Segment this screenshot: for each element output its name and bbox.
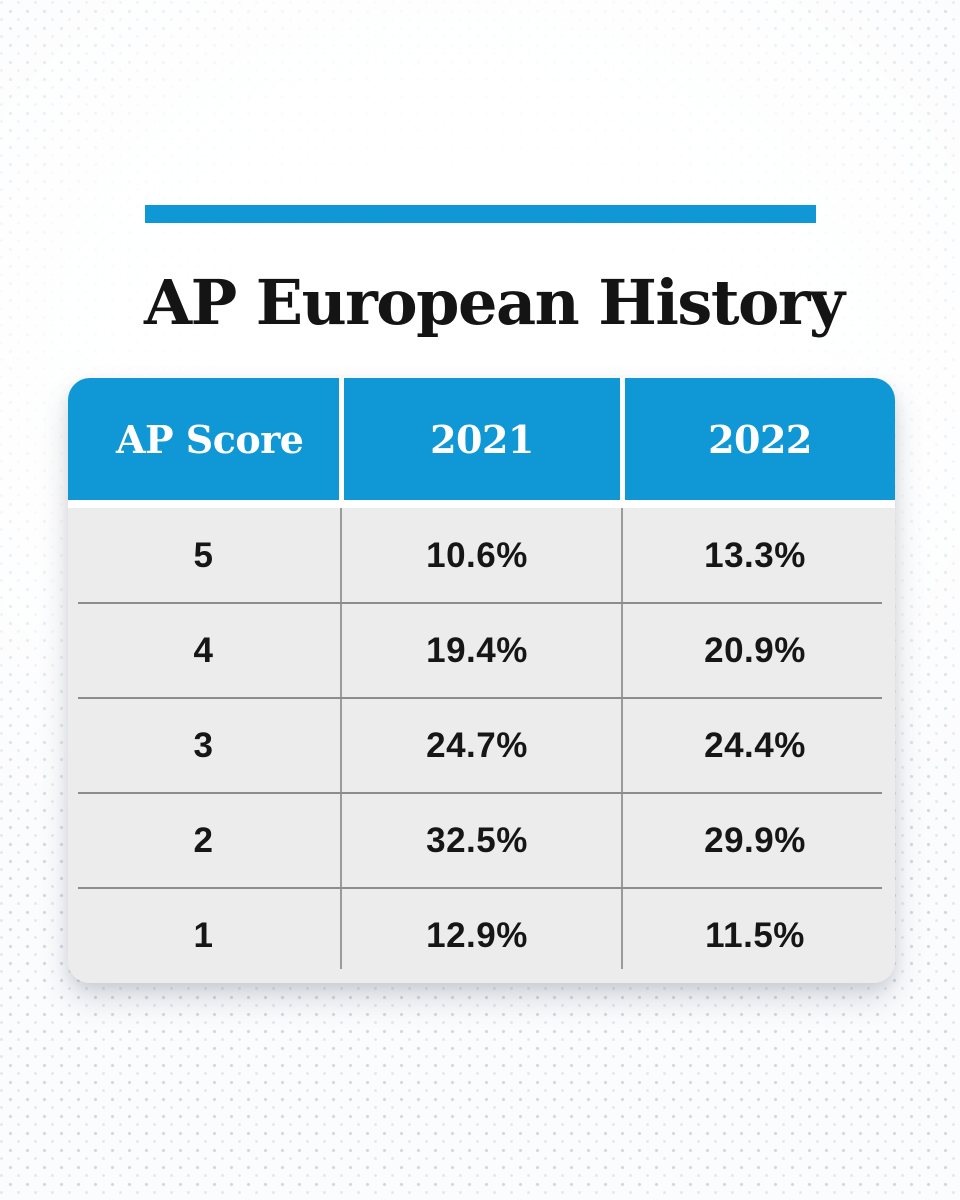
value-cell-2022: 11.5% [705, 915, 805, 955]
row-divider [78, 697, 882, 699]
column-divider [340, 508, 342, 969]
score-cell: 4 [193, 630, 214, 670]
value-cell-2021: 10.6% [426, 535, 528, 575]
table-row: 4 19.4% 20.9% [68, 603, 895, 698]
score-cell: 5 [193, 535, 214, 575]
header-cell-2021: 2021 [344, 378, 620, 500]
value-cell-2022: 13.3% [704, 535, 806, 575]
score-table: AP Score 2021 2022 5 10.6% 13.3% 4 19.4%… [68, 378, 895, 983]
value-cell-2021: 24.7% [426, 725, 528, 765]
header-cell-ap-score: AP Score [68, 378, 339, 500]
table-row: 5 10.6% 13.3% [68, 508, 895, 603]
table-row: 1 12.9% 11.5% [68, 888, 895, 983]
header-body-gap [68, 500, 895, 508]
table-header-row: AP Score 2021 2022 [68, 378, 895, 500]
score-cell: 3 [193, 725, 214, 765]
value-cell-2021: 32.5% [426, 820, 528, 860]
score-cell: 1 [193, 915, 214, 955]
page-title: AP European History [144, 265, 845, 339]
value-cell-2022: 20.9% [704, 630, 806, 670]
table-row: 3 24.7% 24.4% [68, 698, 895, 793]
row-divider [78, 887, 882, 889]
table-row: 2 32.5% 29.9% [68, 793, 895, 888]
row-divider [78, 792, 882, 794]
header-cell-2022: 2022 [625, 378, 895, 500]
value-cell-2021: 19.4% [426, 630, 528, 670]
value-cell-2021: 12.9% [426, 915, 528, 955]
score-cell: 2 [193, 820, 214, 860]
title-accent-bar [145, 205, 816, 223]
value-cell-2022: 24.4% [704, 725, 806, 765]
column-divider [621, 508, 623, 969]
row-divider [78, 602, 882, 604]
value-cell-2022: 29.9% [704, 820, 806, 860]
table-body: 5 10.6% 13.3% 4 19.4% 20.9% 3 24.7% 24.4… [68, 508, 895, 983]
